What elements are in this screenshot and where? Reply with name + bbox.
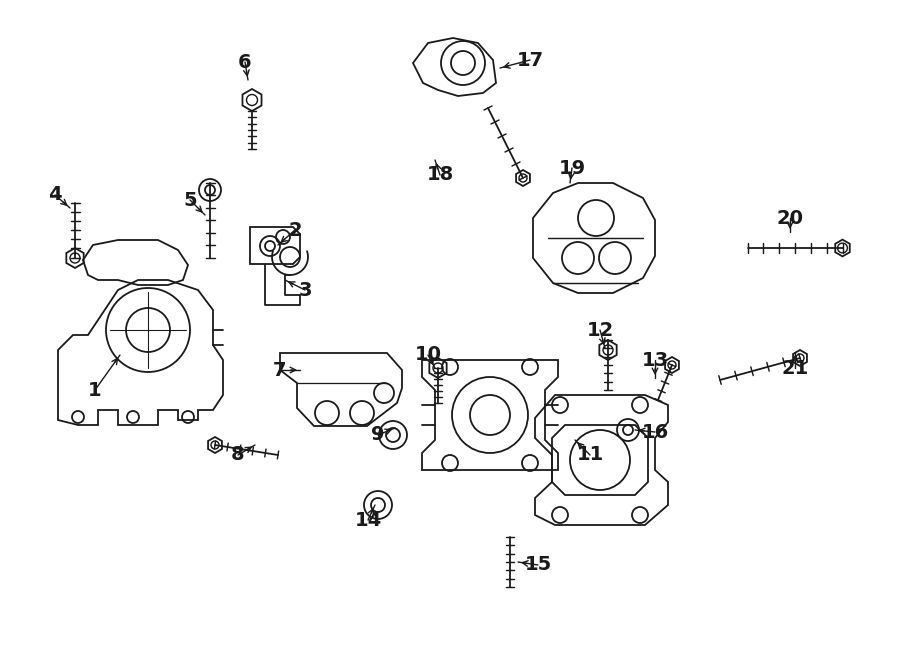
Text: 2: 2 <box>288 221 302 239</box>
Text: 4: 4 <box>49 186 62 204</box>
Text: 20: 20 <box>777 208 804 227</box>
Text: 1: 1 <box>88 381 102 399</box>
Text: 14: 14 <box>355 510 382 529</box>
Text: 7: 7 <box>274 360 287 379</box>
Text: 21: 21 <box>781 358 808 377</box>
Text: 13: 13 <box>642 350 669 369</box>
Text: 11: 11 <box>576 446 604 465</box>
Text: 17: 17 <box>517 50 544 69</box>
Text: 19: 19 <box>558 159 586 178</box>
Text: 9: 9 <box>371 426 385 444</box>
Text: 6: 6 <box>238 52 252 71</box>
Text: 15: 15 <box>525 555 552 574</box>
Text: 3: 3 <box>298 280 311 299</box>
Text: 10: 10 <box>415 346 442 364</box>
Text: 5: 5 <box>184 190 197 210</box>
Text: 12: 12 <box>587 321 614 340</box>
Text: 16: 16 <box>642 422 669 442</box>
Text: 18: 18 <box>427 165 454 184</box>
Text: 8: 8 <box>231 446 245 465</box>
